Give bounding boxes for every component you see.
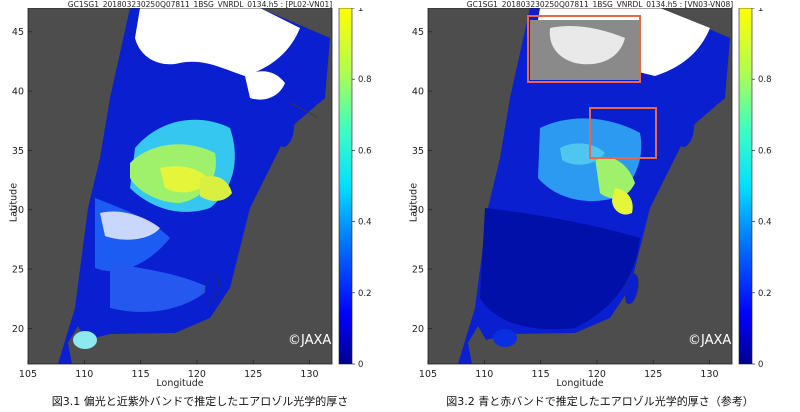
panel-title: GC1SG1_201803230250Q07811_1BSG_VNRDL_013… (67, 0, 333, 9)
map-frame (27, 8, 333, 365)
y-tick-label: 35 (412, 146, 424, 157)
colorbar-tick-label: 0.8 (758, 75, 772, 85)
highlight-box-north (527, 15, 641, 83)
x-tick-label: 125 (644, 369, 662, 380)
y-tick-label: 35 (12, 146, 24, 157)
aot-peak-region (200, 176, 232, 201)
coastline (289, 102, 319, 119)
aot-peak-region (612, 188, 633, 215)
colorbar-tick-label: 1 (358, 8, 363, 14)
island-hainan (493, 329, 517, 347)
y-tick-label: 25 (12, 265, 24, 276)
y-axis-ticks: 20 25 30 35 40 45 (412, 27, 432, 335)
copyright-label: ©JAXA (288, 333, 332, 348)
figure-caption: 図3.2 青と赤バンドで推定したエアロゾル光学的厚さ（参考） (446, 395, 754, 408)
colorbar-tick-label: 1 (758, 8, 763, 14)
highlight-box-bohai (589, 107, 657, 159)
colorbar-tick-label: 0.6 (358, 146, 372, 156)
y-axis-label: Latitude (408, 182, 420, 223)
colorbar-tick-label: 0.4 (758, 218, 772, 228)
y-tick-label: 45 (412, 27, 424, 38)
panel-polarization-nearuv: GC1SG1_201803230250Q07811_1BSG_VNRDL_013… (8, 0, 372, 408)
copyright-label: ©JAXA (688, 333, 732, 348)
y-axis-ticks: 20 25 30 35 40 45 (12, 27, 32, 335)
island-taiwan (204, 273, 219, 305)
x-tick-label: 105 (19, 369, 37, 380)
aot-high-region (595, 156, 635, 199)
x-tick-label: 120 (188, 369, 206, 380)
y-tick-label: 20 (12, 324, 24, 335)
colorbar-tick-label: 0 (358, 360, 363, 370)
panel-title: GC1SG1_201803230250Q07811_1BSG_VNRDL_013… (466, 0, 734, 9)
colorbar (738, 8, 753, 365)
island-taiwan (624, 273, 639, 305)
x-tick-label: 115 (132, 369, 150, 380)
panel-blue-red: GC1SG1_201803230250Q07811_1BSG_VNRDL_013… (400, 0, 800, 412)
peninsula-korea (674, 88, 695, 148)
y-axis-label: Latitude (8, 182, 20, 223)
x-tick-label: 130 (300, 369, 318, 380)
colorbar-tick-label: 0.4 (358, 218, 372, 228)
y-tick-label: 30 (412, 205, 424, 216)
aot-low-region (110, 263, 210, 312)
peninsula-korea (274, 88, 295, 148)
cloud-region (100, 211, 160, 240)
x-tick-label: 130 (700, 369, 718, 380)
colorbar (338, 8, 353, 365)
y-tick-label: 40 (12, 87, 24, 98)
colorbar-tick-label: 0 (758, 360, 763, 370)
figure-caption: 図3.1 偏光と近紫外バンドで推定したエアロゾル光学的厚さ (51, 395, 349, 408)
y-tick-label: 25 (412, 265, 424, 276)
x-tick-label: 105 (419, 369, 437, 380)
colorbar-tick-label: 0.2 (758, 289, 772, 299)
x-tick-label: 115 (532, 369, 550, 380)
cloud-region (245, 71, 285, 100)
y-tick-label: 45 (12, 27, 24, 38)
aot-peak-region (160, 166, 210, 193)
y-tick-label: 40 (412, 87, 424, 98)
x-axis-ticks: 105 110 115 120 125 130 (19, 360, 319, 380)
aot-moderate-region (560, 143, 605, 165)
y-tick-label: 20 (412, 324, 424, 335)
colorbar-ticks: 0 0.2 0.4 0.6 0.8 1 (352, 8, 372, 370)
x-axis-label: Longitude (556, 378, 604, 389)
map-frame (427, 8, 733, 365)
colorbar-tick-label: 0.8 (358, 75, 372, 85)
cloud-region (135, 8, 300, 76)
x-tick-label: 120 (588, 369, 606, 380)
colorbar-tick-label: 0.6 (758, 146, 772, 156)
colorbar-ticks: 0 0.2 0.4 0.6 0.8 1 (752, 8, 772, 370)
cloud-region (549, 26, 625, 65)
x-tick-label: 125 (244, 369, 262, 380)
x-axis-ticks: 105 110 115 120 125 130 (419, 360, 719, 380)
island-hainan (73, 331, 97, 349)
x-tick-label: 110 (475, 369, 493, 380)
y-tick-label: 30 (12, 205, 24, 216)
colorbar-tick-label: 0.2 (358, 289, 372, 299)
x-axis-label: Longitude (156, 378, 204, 389)
x-tick-label: 110 (75, 369, 93, 380)
aot-low-region (480, 208, 640, 330)
